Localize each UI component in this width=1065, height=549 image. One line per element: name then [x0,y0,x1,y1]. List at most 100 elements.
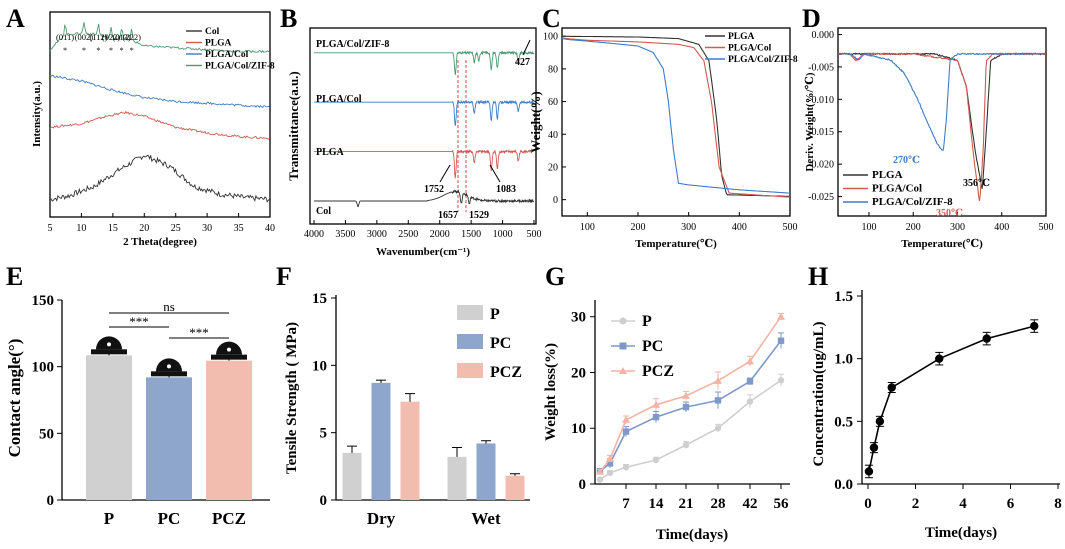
droplet-substrate [211,354,247,360]
panel-d-xtick-label: 500 [1039,222,1054,233]
panel-b-arrow-1752 [439,164,451,183]
panel-e-ylabel: Contact angle(°) [5,339,24,458]
panel-c-ytick-label: 20 [548,162,558,173]
panel-h-series [864,319,1039,479]
panel-e-ytick-label: 100 [32,360,55,376]
panel-b-series [314,49,535,208]
panel-g-point-pc [606,460,614,467]
panel-e-ytick-label: 150 [32,293,55,309]
panel-c-xtick-label: 400 [732,222,747,233]
panel-d-ytick-label: 0.000 [812,30,835,41]
panel-a-legend-label: PLGA/Col [205,50,249,60]
panel-g-ytick-label: 20 [571,365,586,381]
panel-g-ylabel: Weight loss(%) [543,343,559,441]
panel-a-peak-marker: * [109,46,113,55]
panel-c-xlabel: Temperature(℃) [635,238,717,250]
panel-h: H 0.0 0.5 1.0 1.5 0 2 4 6 8 Time(days) Concentra… [808,262,1062,541]
panel-c-frame [561,27,791,217]
panel-d-ytick-label: -0.010 [808,95,834,106]
panel-b-annot-1083: 1083 [496,184,516,195]
panel-d: D 100 200 300 400 500 0.000 -0.005 -0.010 -0.015… [802,4,1054,250]
panel-f-ylabel: Tensile Strength ( MPa) [284,322,300,474]
panel-h-xtick-label: 2 [912,496,920,512]
panel-b-xtick-label: 500 [527,229,542,240]
panel-e-significance: ns *** *** [109,299,229,340]
panel-label-h: H [808,262,828,291]
panel-g-point-p [606,469,614,477]
panel-f-legend: P PC PCZ [457,305,522,381]
panel-c-legend-label: PLGA/Col/ZIF-8 [728,55,798,65]
sig-label-pc-pcz: *** [189,325,209,340]
panel-d-line-plga-col-zif-8 [837,52,1046,151]
panel-a-peak-labels: (011)*(002)*(112)*(022)*(013)*(222)* [56,32,141,55]
panel-f-bar-pcz-dry [400,401,420,500]
panel-g-point-p [622,464,630,471]
panel-a-xticks: 5 10 15 20 25 30 35 40 [48,213,275,234]
panel-a-peak-marker: * [130,46,134,55]
panel-h-point [982,334,991,343]
panel-b-line-plga [314,149,535,180]
panel-b-xticks: 4000 3500 3000 2500 2000 1500 1000 500 [304,220,542,240]
panel-g-xlabel: Time(days) [656,527,728,543]
panel-f-bar-p-dry [342,452,362,500]
panel-g-legend-marker [619,317,627,325]
panel-b-annot-427: 427 [515,57,530,68]
panel-f-legend-label: PC [490,335,511,352]
panel-g-legend-label: P [642,313,652,330]
panel-h-ytick-label: 0.0 [834,477,853,493]
panel-f-legend-swatch [457,334,483,349]
panel-g-point-p [714,425,722,432]
panel-b-xtick-label: 4000 [304,229,324,240]
panel-g-point-pc [714,397,722,404]
panel-h-ylabel: Concentration(ug/mL) [811,322,827,467]
droplet-highlight [107,342,111,347]
panel-e-xtick-label: PC [158,509,181,528]
panel-h-xtick-label: 8 [1054,496,1062,512]
panel-b-xtick-label: 3000 [367,229,387,240]
panel-g-line-pcz [599,316,782,473]
panel-c-xtick-label: 300 [681,222,696,233]
panel-b-arrow-1083 [489,164,501,183]
panel-e-droplet-images [91,336,247,377]
panel-b-xtick-label: 3500 [335,229,355,240]
panel-d-line-plga-col [837,52,1047,201]
panel-b-label-plga-col: PLGA/Col [316,94,362,105]
panel-d-ytick-label: -0.005 [808,62,834,73]
panel-f-xtick-label: Wet [471,509,501,528]
panel-a-xtick-label: 30 [202,223,212,234]
panel-a-xtick-label: 40 [265,223,275,234]
panel-a-xtick-label: 20 [139,223,149,234]
panel-g-ytick-label: 10 [571,421,586,437]
panel-f-legend-swatch [457,363,483,378]
panel-g-point-pcz [777,312,785,320]
panel-g-point-pcz [622,415,630,423]
panel-h-point [864,467,874,476]
panel-c-line-plga-col [561,37,791,198]
panel-g-point-pc [622,428,630,435]
panel-h-xtick-label: 0 [864,496,872,512]
panel-b-xtick-label: 2000 [430,229,450,240]
panel-a-legend-label: PLGA/Col/ZIF-8 [205,62,275,72]
droplet-highlight [227,347,231,352]
panel-b-arrow-427 [522,39,531,56]
panel-a-peak-marker: * [96,46,100,55]
panel-g-ticks: 0 10 20 30 7 14 21 28 42 56 [571,310,789,512]
panel-b-annot-1529: 1529 [469,210,489,221]
panel-b-label-plga-col-zif8: PLGA/Col/ZIF-8 [316,39,389,50]
panel-d-line-plga [837,52,1047,189]
panel-e-ticks: 0 50 100 150 [32,293,62,509]
panel-c-ytick-label: 60 [548,97,558,108]
panel-b-label-col: Col [316,206,331,217]
panel-f-bar-p-wet [447,456,467,500]
panel-g-line-pc [599,340,782,472]
panel-h-line [868,325,1035,472]
panel-c-ytick-label: 100 [543,32,558,43]
panel-d-xtick-label: 100 [861,222,876,233]
panel-f-bars: Dry Wet [342,379,525,528]
panel-label-g: G [545,262,565,291]
panel-c-legend-label: PLGA [728,32,755,42]
